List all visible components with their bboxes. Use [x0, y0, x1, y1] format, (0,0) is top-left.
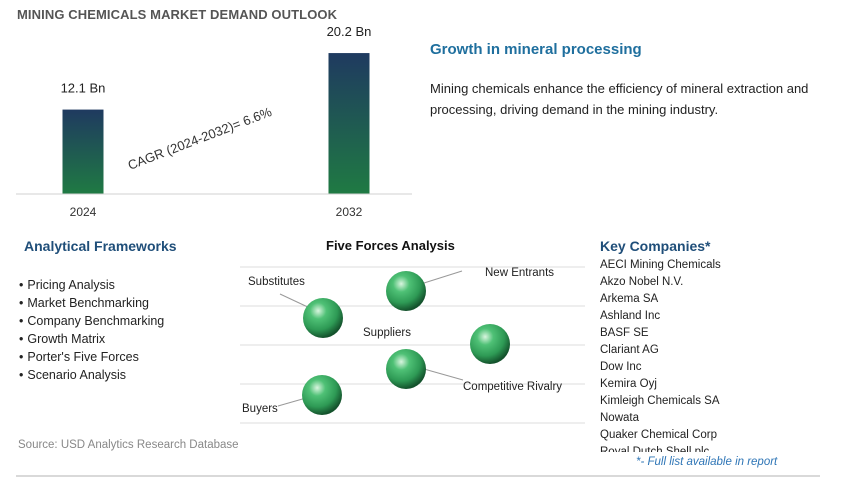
framework-item: Scenario Analysis [19, 366, 164, 384]
company-item: Akzo Nobel N.V. [600, 276, 684, 288]
force-label-buyers: Buyers [242, 403, 278, 415]
frameworks-list: Pricing Analysis Market Benchmarking Com… [19, 276, 164, 384]
rivalry-sphere [470, 324, 510, 364]
substitutes-leader [279, 293, 313, 310]
company-item: BASF SE [600, 327, 649, 339]
x-tick-label: 2024 [70, 205, 97, 219]
company-item: Royal Dutch Shell plc [600, 446, 710, 452]
bottom-divider [16, 475, 820, 477]
companies-scroll-area[interactable]: AECI Mining Chemicals Akzo Nobel N.V. Ar… [600, 257, 800, 452]
buyers-leader [277, 397, 307, 407]
companies-title: Key Companies* [600, 238, 711, 254]
framework-item: Market Benchmarking [19, 294, 164, 312]
company-item: AECI Mining Chemicals [600, 259, 721, 271]
force-label-substitutes: Substitutes [248, 276, 305, 288]
suppliers-sphere [386, 349, 426, 389]
company-item: Clariant AG [600, 344, 659, 356]
company-item: Quaker Chemical Corp [600, 429, 717, 441]
growth-title: Growth in mineral processing [430, 41, 642, 58]
rivalry-leader [423, 368, 464, 381]
framework-item: Porter's Five Forces [19, 348, 164, 366]
framework-item: Growth Matrix [19, 330, 164, 348]
bar-2024 [62, 109, 104, 194]
company-item: Arkema SA [600, 293, 659, 305]
buyers-sphere [302, 375, 342, 415]
new-entrants-leader [423, 270, 463, 284]
framework-item: Company Benchmarking [19, 312, 164, 330]
company-item: Nowata [600, 412, 639, 424]
growth-description: Mining chemicals enhance the efficiency … [430, 81, 809, 117]
new-entrants-sphere [386, 271, 426, 311]
force-label-rivalry: Competitive Rivalry [463, 381, 562, 393]
frameworks-title: Analytical Frameworks [24, 238, 177, 254]
framework-item: Pricing Analysis [19, 276, 164, 294]
company-item: Ashland Inc [600, 310, 661, 322]
x-tick-label: 2032 [336, 205, 363, 219]
bar-value-label: 20.2 Bn [327, 24, 372, 39]
bar-value-label: 12.1 Bn [61, 81, 106, 96]
company-item: Kimleigh Chemicals SA [600, 395, 720, 407]
force-label-new-entrants: New Entrants [485, 267, 554, 279]
bar-2032 [328, 53, 370, 195]
company-item: Dow Inc [600, 361, 642, 373]
company-item: Kemira Oyj [600, 378, 657, 390]
cagr-annotation: CAGR (2024-2032)= 6.6% [126, 104, 274, 173]
companies-list: AECI Mining Chemicals Akzo Nobel N.V. Ar… [600, 257, 800, 452]
bar-chart: 12.1 Bn 2024 20.2 Bn 2032 CAGR (2024-2032)=… [16, 24, 412, 219]
source-note: Source: USD Analytics Research Database [18, 439, 239, 451]
substitutes-sphere [303, 298, 343, 338]
companies-footnote: *- Full list available in report [636, 456, 778, 468]
five-forces-title: Five Forces Analysis [326, 238, 455, 253]
force-label-suppliers: Suppliers [363, 327, 411, 339]
page-title: MINING CHEMICALS MARKET DEMAND OUTLOOK [17, 7, 338, 22]
